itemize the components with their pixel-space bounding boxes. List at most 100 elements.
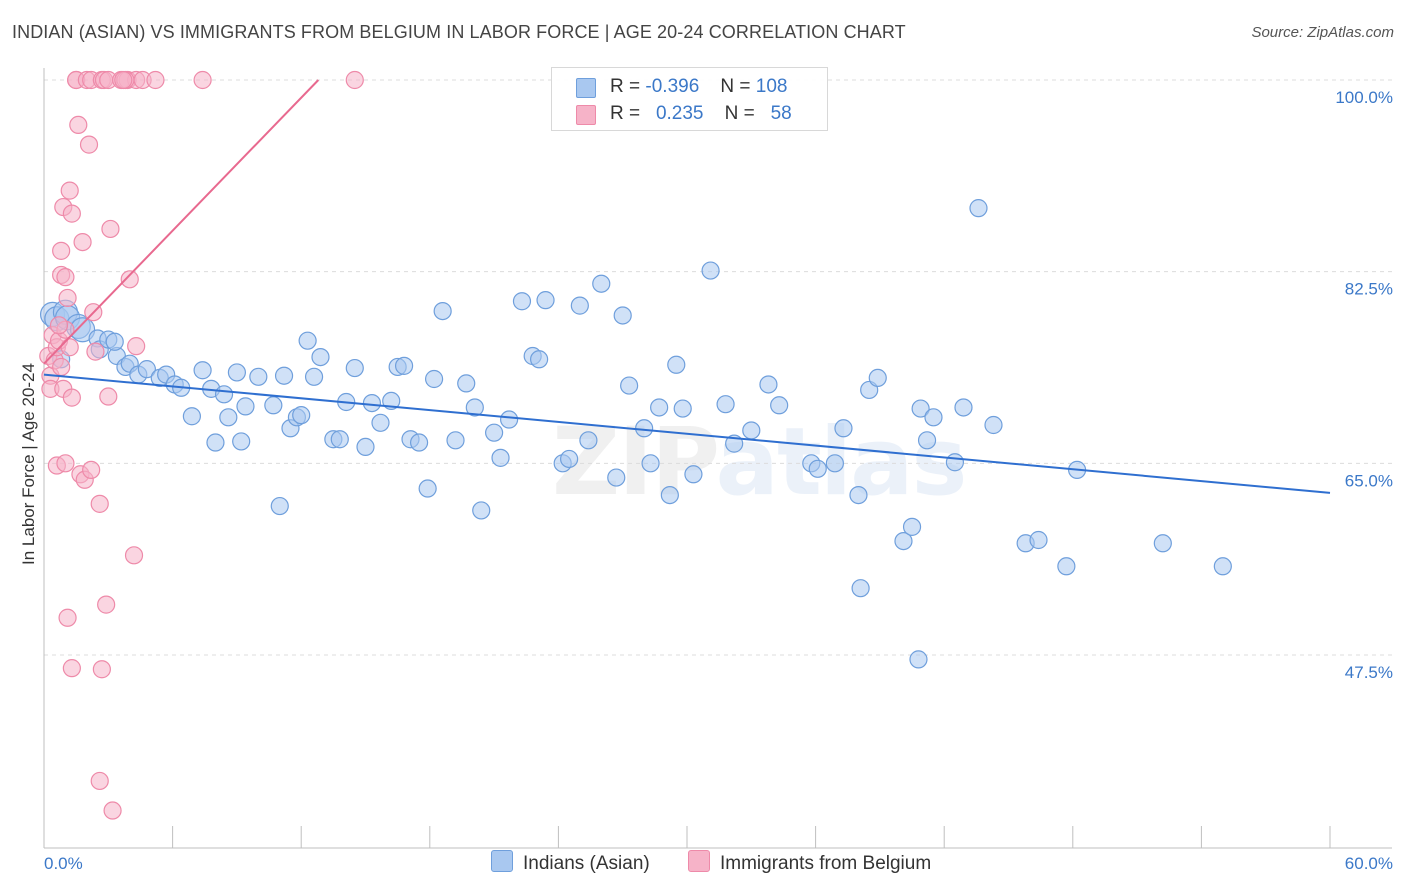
indian-point [607, 468, 626, 487]
legend-label: Indians (Asian) [523, 853, 650, 874]
indian-point [684, 465, 703, 484]
source-label: Source: ZipAtlas.com [1251, 24, 1394, 41]
trend-lines [43, 79, 1331, 494]
belgium-point [193, 70, 212, 90]
belgium-point [124, 546, 144, 565]
r-label: R = [610, 76, 641, 97]
indian-point [641, 454, 660, 473]
indian-point [264, 396, 283, 415]
belgium-point [69, 115, 88, 135]
y-tick-label: 47.5% [1345, 663, 1393, 682]
indian-point [770, 396, 789, 415]
indian-point [424, 369, 444, 389]
data-points [39, 70, 1232, 820]
r-value: -0.396 [645, 76, 700, 97]
indian-point [433, 301, 452, 321]
indian-point [446, 431, 465, 450]
indian-point [701, 261, 720, 280]
blue-swatch-icon [491, 850, 513, 872]
belgium-point [99, 387, 118, 406]
n-value: 58 [770, 103, 792, 124]
indian-point [465, 398, 484, 417]
r-label: R = [610, 103, 641, 124]
y-axis-title: In Labor Force | Age 20-24 [19, 363, 38, 565]
indian-point [851, 579, 870, 598]
legend-label: Immigrants from Belgium [720, 853, 932, 874]
blue-swatch-icon [576, 78, 596, 98]
indian-point [825, 454, 844, 473]
indian-point [382, 391, 401, 411]
indian-point [298, 331, 317, 350]
y-tick-label: 82.5% [1345, 280, 1393, 299]
indian-point [457, 374, 476, 393]
indian-point [491, 448, 510, 467]
belgium-point [62, 204, 81, 223]
indian-point [193, 361, 212, 380]
indian-point [667, 355, 686, 374]
indian-point [917, 431, 937, 450]
indian-point [345, 358, 364, 378]
indian-point [206, 433, 225, 452]
indian-point [236, 397, 255, 416]
belgium-point [58, 608, 77, 627]
indian-point [1153, 534, 1172, 553]
indian-point [530, 350, 549, 369]
indian-point [356, 437, 375, 457]
belgium-point [52, 357, 71, 377]
indian-point [716, 395, 735, 414]
belgium-point [73, 232, 92, 252]
indian-point [613, 306, 632, 325]
indian-point [759, 375, 778, 394]
indian-point [742, 421, 761, 440]
indian-point [274, 366, 294, 385]
indian-point [1213, 557, 1232, 576]
indian-point [500, 410, 519, 429]
indian-point [1029, 530, 1048, 550]
indian-point [371, 413, 390, 432]
indian-point [512, 292, 532, 311]
indian-point [304, 367, 324, 386]
belgium-point [60, 338, 79, 357]
indian-point [579, 431, 598, 450]
indian-point [592, 274, 611, 293]
r-value: 0.235 [655, 103, 704, 124]
indian-point [292, 406, 311, 425]
indian-point [214, 385, 234, 404]
x-tick-label: 60.0% [1345, 854, 1393, 873]
n-label: N = [720, 76, 751, 97]
indian-point [650, 398, 669, 417]
legend-item-indians[interactable]: Indians (Asian) [491, 850, 650, 875]
belgium-point [79, 135, 99, 154]
belgium-point [90, 494, 109, 513]
indian-point [137, 360, 156, 379]
belgium-point [52, 241, 71, 260]
belgium-trend-line [43, 79, 320, 365]
n-label: N = [724, 103, 755, 124]
belgium-point [62, 388, 81, 407]
indian-point [394, 356, 414, 375]
indian-point [902, 517, 922, 536]
indian-point [485, 423, 504, 442]
indian-point [1057, 557, 1076, 576]
pink-swatch-icon [576, 105, 596, 125]
y-tick-label: 65.0% [1345, 471, 1393, 490]
x-tick-label: 0.0% [44, 854, 83, 873]
indian-trend-line [43, 373, 1331, 494]
belgium-point [103, 801, 122, 820]
indian-point [660, 485, 679, 505]
indian-point [418, 479, 437, 498]
belgium-point [90, 771, 109, 791]
tick-labels: 100.0% 82.5% 65.0% 47.5% 0.0% 60.0% In Labor F… [19, 88, 1393, 873]
belgium-point [56, 268, 75, 287]
belgium-point [97, 595, 116, 614]
belgium-point [62, 659, 81, 678]
belgium-point [120, 270, 139, 289]
indian-point [560, 449, 579, 469]
belgium-point [127, 337, 146, 356]
belgium-point [114, 70, 133, 90]
belgium-point [146, 70, 165, 90]
indian-point [808, 459, 827, 478]
indian-point [330, 430, 349, 449]
legend-item-belgium[interactable]: Immigrants from Belgium [688, 850, 931, 875]
